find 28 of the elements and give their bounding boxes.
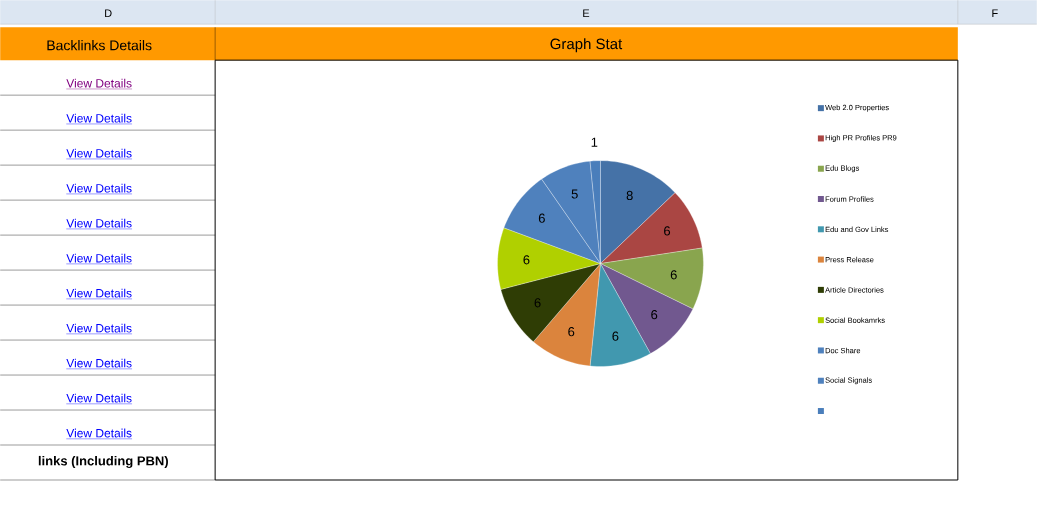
text: links (Including PBN): [38, 455, 168, 469]
data-label: 6: [534, 298, 541, 308]
text: View Details: [66, 323, 132, 333]
text: View Details: [66, 113, 132, 123]
data-label: 1: [591, 137, 598, 147]
data-label: 6: [612, 331, 619, 341]
text: E: [583, 9, 590, 17]
data-label: 6: [670, 270, 677, 280]
data-label: 8: [626, 190, 633, 201]
data-label: 6: [664, 226, 671, 236]
text: View Details: [66, 393, 132, 403]
data-label: 6: [523, 255, 530, 265]
data-label: 6: [568, 327, 575, 337]
text: View Details: [66, 218, 132, 228]
text: Backlinks Details: [47, 40, 152, 51]
text: View Details: [66, 148, 132, 158]
text: View Details: [66, 78, 132, 88]
text: View Details: [66, 428, 132, 438]
data-label: 5: [571, 189, 578, 199]
data-label: 6: [651, 310, 658, 320]
text: View Details: [66, 183, 132, 193]
text: View Details: [66, 358, 132, 368]
text: View Details: [66, 253, 132, 263]
data-label: 6: [538, 213, 545, 223]
text: View Details: [66, 288, 132, 298]
text: F: [992, 9, 998, 17]
chart-title: Graph Stat: [550, 38, 623, 53]
text: D: [105, 9, 112, 17]
